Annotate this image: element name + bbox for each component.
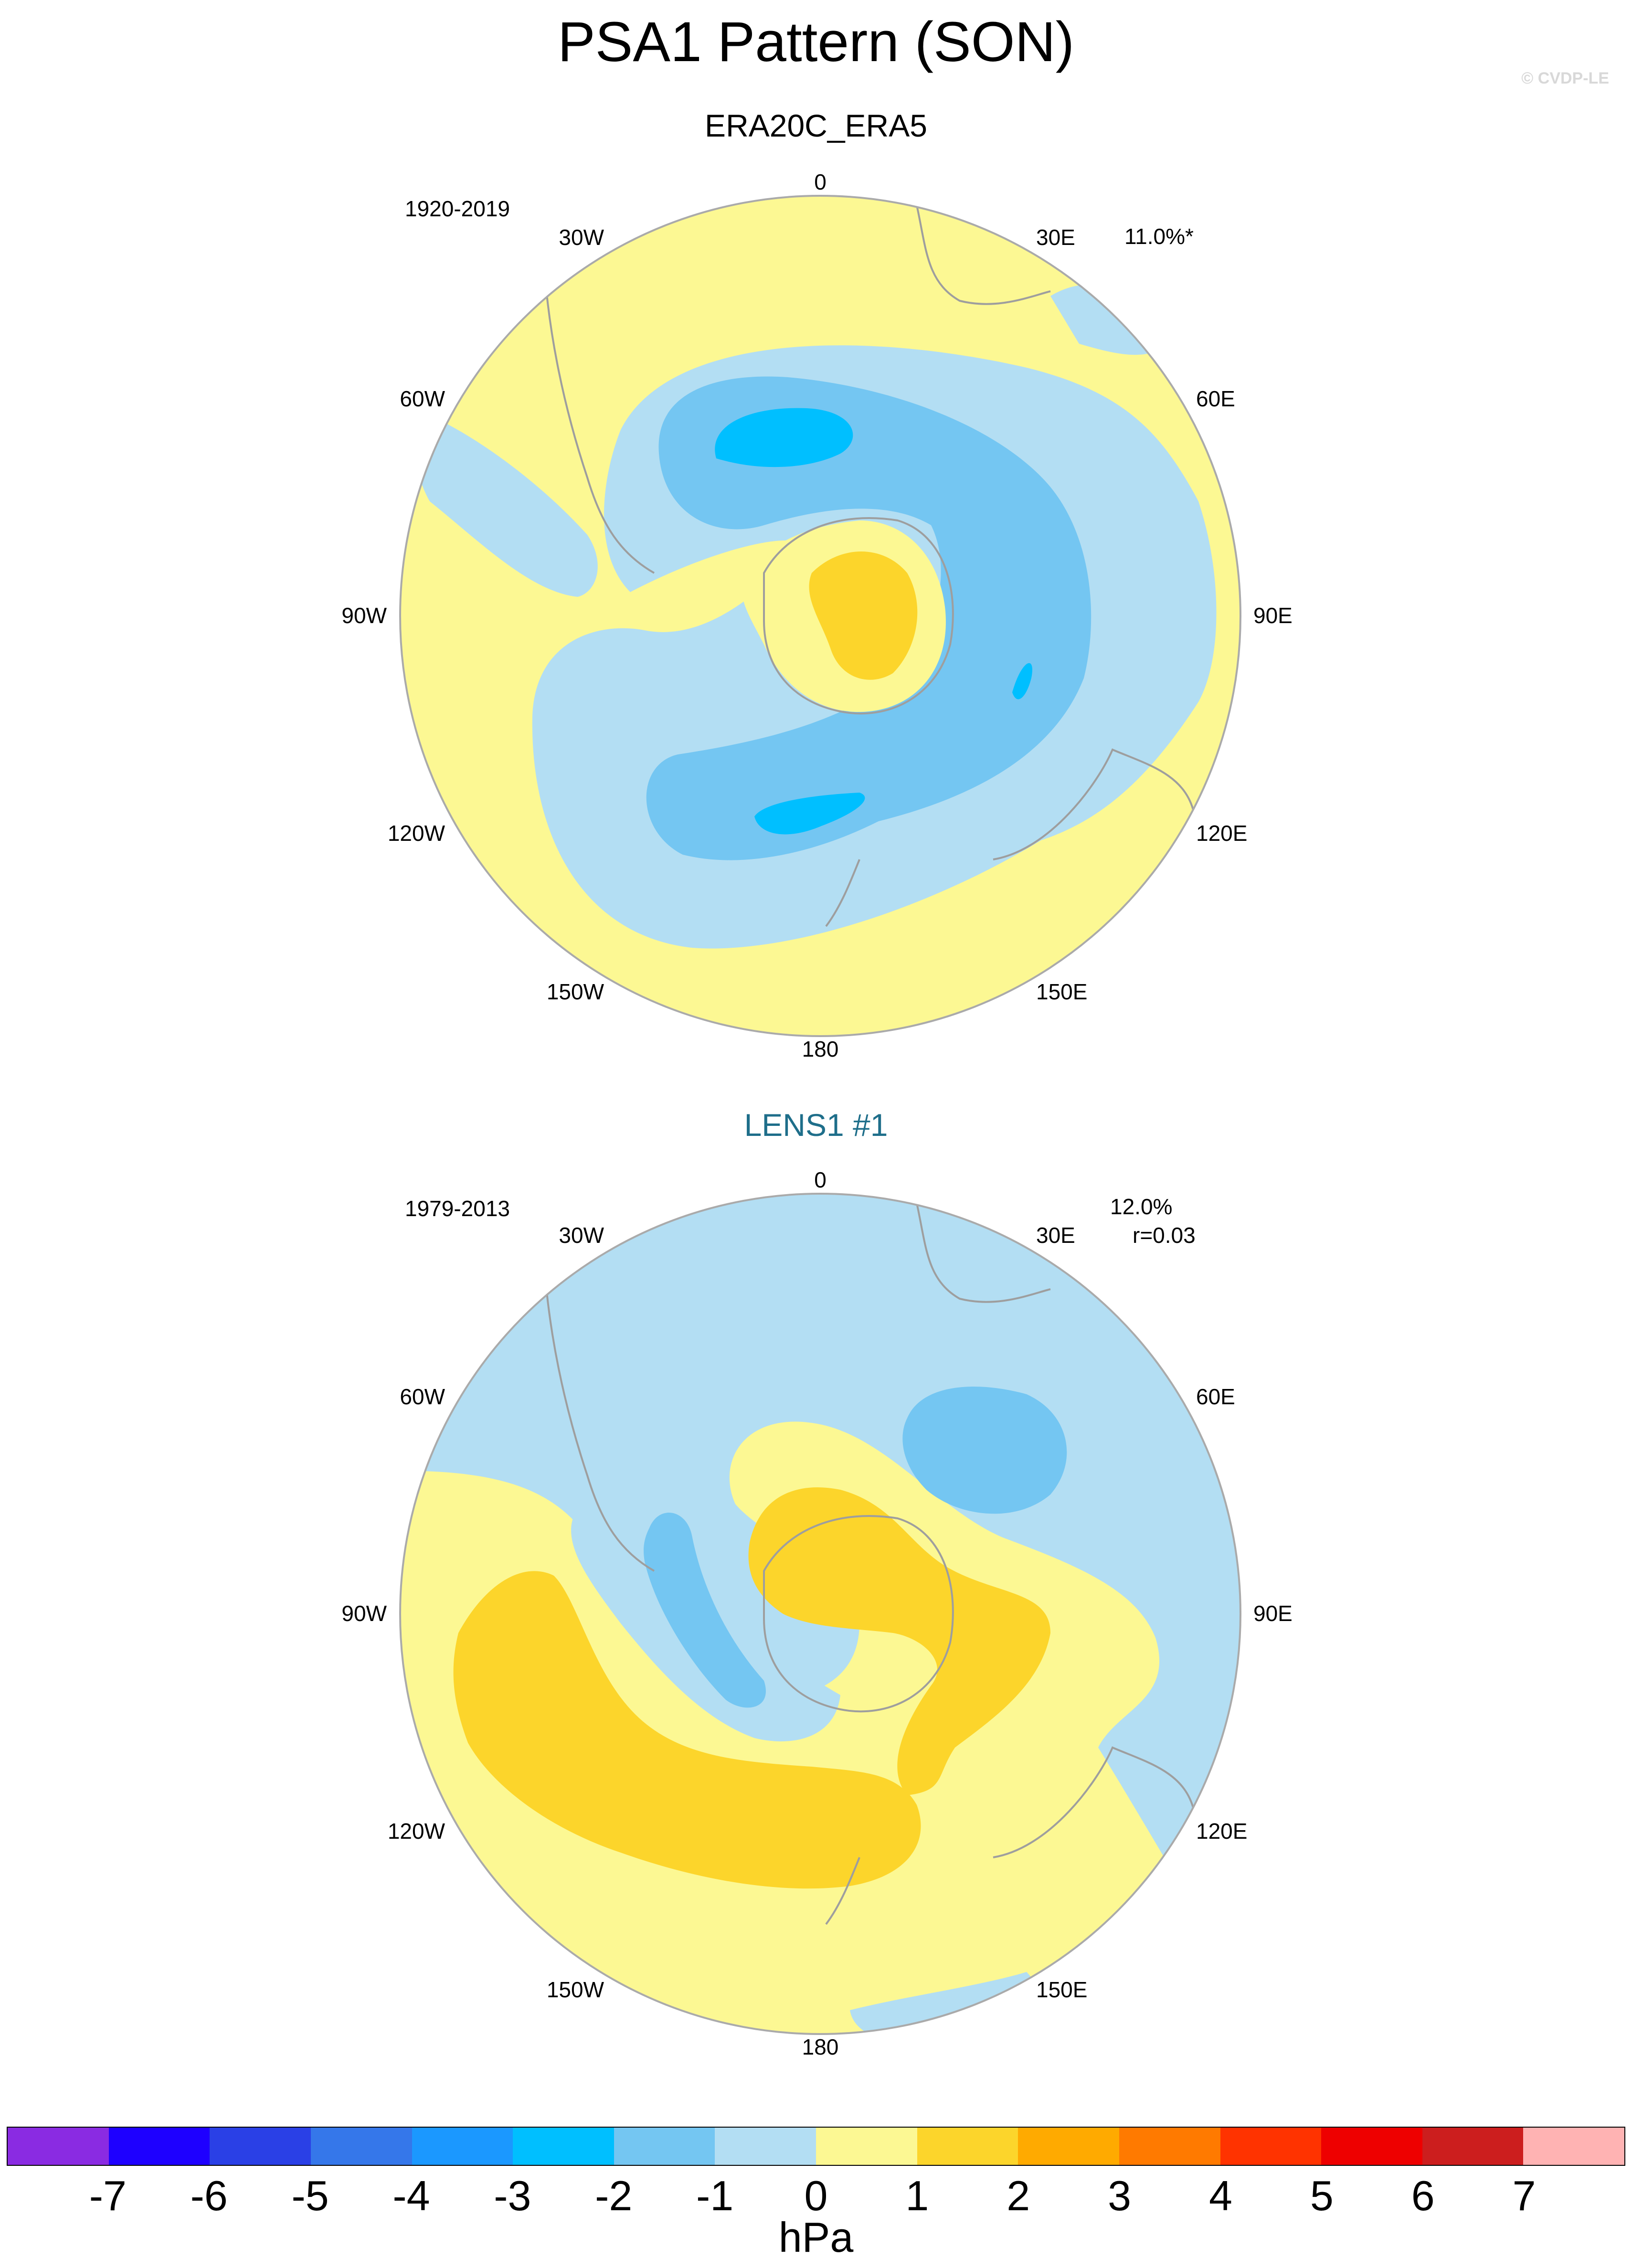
colorbar bbox=[7, 2127, 1625, 2166]
panel-1-coastlines bbox=[543, 205, 1195, 927]
panel-1-lon-120w: 120W bbox=[387, 821, 445, 846]
colorbar-unit: hPa bbox=[778, 2214, 854, 2261]
panel-1-lon-120e: 120E bbox=[1196, 821, 1248, 846]
colorbar-swatch bbox=[1321, 2128, 1422, 2165]
colorbar-tick-label: -6 bbox=[190, 2172, 228, 2219]
panel-1-lon-60w: 60W bbox=[400, 386, 445, 411]
panel-2-lon-30e: 30E bbox=[1036, 1223, 1075, 1248]
panel-2-lon-180: 180 bbox=[802, 2035, 839, 2059]
panel-2-contour-neg2-east bbox=[902, 1387, 1067, 1514]
panel-2-lon-150e: 150E bbox=[1036, 1977, 1088, 2002]
colorbar-tick-label: 6 bbox=[1411, 2172, 1435, 2219]
colorbar-tick-label: 1 bbox=[905, 2172, 929, 2219]
colorbar-swatch bbox=[614, 2128, 715, 2165]
panel-1-variance-pct: 11.0%* bbox=[1124, 224, 1194, 249]
panel-2-contour-neg2-west bbox=[644, 1512, 766, 1708]
colorbar-swatch bbox=[412, 2128, 513, 2165]
panel-1-contour-neg3-north bbox=[715, 408, 853, 467]
panel-2-variance-pct: 12.0% bbox=[1110, 1194, 1173, 1219]
colorbar-tick-label: 0 bbox=[804, 2172, 828, 2219]
colorbar-swatch bbox=[715, 2128, 816, 2165]
colorbar-tick-label: -3 bbox=[494, 2172, 531, 2219]
colorbar-swatch bbox=[917, 2128, 1018, 2165]
panel-2-lon-90w: 90W bbox=[341, 1601, 387, 1626]
panel-1-period: 1920-2019 bbox=[405, 196, 510, 221]
colorbar-tick-label: -2 bbox=[595, 2172, 633, 2219]
panel-1-lon-90w: 90W bbox=[341, 603, 387, 628]
colorbar-swatch bbox=[310, 2128, 412, 2165]
colorbar-tick-label: -7 bbox=[89, 2172, 127, 2219]
colorbar-tick-label: 4 bbox=[1209, 2172, 1232, 2219]
colorbar-tick-label: 2 bbox=[1007, 2172, 1030, 2219]
panel-1-lon-30e: 30E bbox=[1036, 225, 1075, 250]
panel-1-lon-60e: 60E bbox=[1196, 386, 1235, 411]
panel-2-coastlines bbox=[543, 1203, 1195, 1925]
panel-1-lon-30w: 30W bbox=[559, 225, 604, 250]
panel-2-lon-120w: 120W bbox=[387, 1819, 445, 1844]
panel-1-lon-0: 0 bbox=[814, 170, 827, 194]
panel-1-lon-180: 180 bbox=[802, 1037, 839, 1061]
colorbar-swatch bbox=[1220, 2128, 1322, 2165]
panel-1-contour-neg3-south bbox=[754, 793, 865, 835]
figure-title: PSA1 Pattern (SON) bbox=[557, 11, 1075, 74]
panel-2-lon-30w: 30W bbox=[559, 1223, 604, 1248]
colorbar-tick-label: 5 bbox=[1310, 2172, 1334, 2219]
panel-2-lon-90e: 90E bbox=[1253, 1601, 1293, 1626]
panel-2-title: LENS1 #1 bbox=[744, 1107, 888, 1143]
colorbar-tick-label: -5 bbox=[291, 2172, 329, 2219]
colorbar-swatch bbox=[1523, 2128, 1624, 2165]
panel-1-contour-neg3-east bbox=[1012, 663, 1032, 699]
colorbar-swatch bbox=[1422, 2128, 1524, 2165]
copyright-label: © CVDP-LE bbox=[1521, 69, 1609, 87]
panel-2-polar-map bbox=[399, 1193, 1241, 2035]
panel-1-antarctica-pos2 bbox=[809, 551, 918, 680]
panel-2-period: 1979-2013 bbox=[405, 1196, 510, 1221]
panel-1-lon-150w: 150W bbox=[546, 979, 604, 1004]
colorbar-swatch bbox=[1018, 2128, 1119, 2165]
panel-2-contour-pos2-pacific bbox=[453, 1571, 921, 1889]
colorbar-swatch bbox=[513, 2128, 614, 2165]
colorbar-swatch bbox=[210, 2128, 311, 2165]
panel-1-title: ERA20C_ERA5 bbox=[705, 108, 927, 143]
panel-1-contour-neg2-upper bbox=[646, 376, 1092, 860]
colorbar-swatch bbox=[108, 2128, 210, 2165]
colorbar-tick-label: -1 bbox=[696, 2172, 734, 2219]
panel-2-contour-pos2-antarctica bbox=[748, 1487, 1050, 1795]
colorbar-tick-label: 7 bbox=[1512, 2172, 1536, 2219]
panel-1-polar-map bbox=[399, 195, 1241, 1037]
colorbar-swatch bbox=[8, 2128, 109, 2165]
panel-2-correlation: r=0.03 bbox=[1133, 1223, 1196, 1248]
panel-2-lon-150w: 150W bbox=[546, 1977, 604, 2002]
colorbar-swatch bbox=[1119, 2128, 1220, 2165]
panel-2-lon-120e: 120E bbox=[1196, 1819, 1248, 1844]
panel-2-lon-0: 0 bbox=[814, 1167, 827, 1192]
panel-2-lon-60w: 60W bbox=[400, 1384, 445, 1409]
panel-1-lon-90e: 90E bbox=[1253, 603, 1293, 628]
panel-1-contour-neg1-strip bbox=[415, 415, 598, 597]
colorbar-swatch bbox=[816, 2128, 917, 2165]
colorbar-tick-label: -4 bbox=[392, 2172, 430, 2219]
panel-2-lon-60e: 60E bbox=[1196, 1384, 1235, 1409]
panel-1-lon-150e: 150E bbox=[1036, 979, 1088, 1004]
colorbar-tick-label: 3 bbox=[1108, 2172, 1132, 2219]
